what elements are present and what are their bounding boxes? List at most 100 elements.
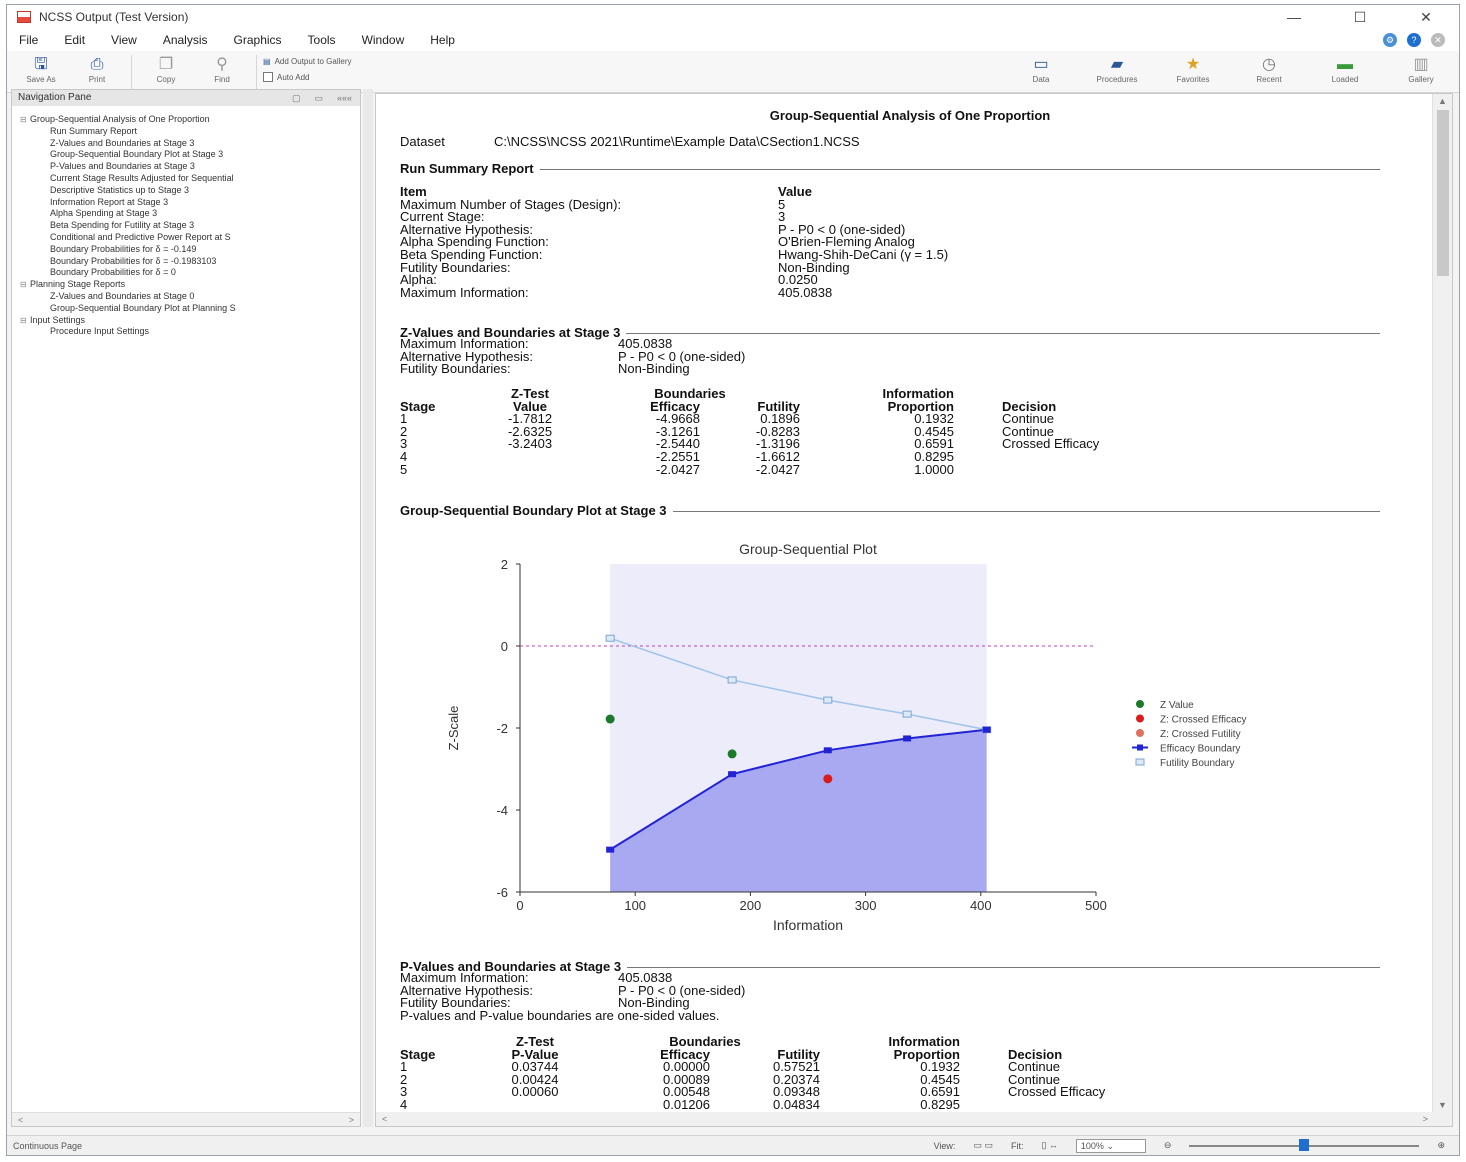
menu-file[interactable]: File bbox=[19, 33, 39, 47]
nav-tree-item[interactable]: ⊟ Planning Stage Reports bbox=[20, 279, 360, 291]
settings-icon[interactable]: ⚙ bbox=[1383, 33, 1397, 47]
table-row: 3 -3.2403 -2.5440 -1.3196 0.6591 Crossed Effi… bbox=[400, 438, 1174, 451]
expand-toggle-icon[interactable]: ⊟ bbox=[20, 280, 27, 290]
nav-tree-item[interactable]: Conditional and Predictive Power Report … bbox=[20, 232, 360, 244]
table-cell bbox=[480, 464, 580, 477]
info-row: Futility Boundaries: Non-Binding bbox=[400, 996, 745, 1010]
table-cell: 1 bbox=[400, 1059, 408, 1075]
zoom-select[interactable]: 100% ⌄ bbox=[1075, 1138, 1146, 1153]
nav-tree-item[interactable]: P-Values and Boundaries at Stage 3 bbox=[20, 161, 360, 173]
nav-horizontal-scrollbar[interactable]: < > bbox=[12, 1112, 360, 1126]
gallery-button[interactable]: ▥ Gallery bbox=[1383, 55, 1459, 84]
menu-graphics[interactable]: Graphics bbox=[233, 33, 282, 47]
nav-tree-item[interactable]: Boundary Probabilities for δ = 0 bbox=[20, 267, 360, 279]
navigation-pane: Navigation Pane ▢ ▭ ««« ⊟ Group-Sequential … bbox=[11, 89, 361, 1127]
nav-tree-item[interactable]: Descriptive Statistics up to Stage 3 bbox=[20, 185, 360, 197]
scroll-right-icon[interactable]: > bbox=[1422, 1114, 1428, 1124]
info-row: Maximum Information: 405.0838 bbox=[400, 337, 745, 351]
find-button[interactable]: ⚲ Find bbox=[194, 55, 250, 84]
pin-icon[interactable]: ▢ bbox=[291, 93, 301, 103]
add-output-to-gallery-button[interactable]: ▤ Add Output to Gallery bbox=[263, 57, 352, 66]
row-label: Alternative Hypothesis: bbox=[400, 221, 533, 237]
nav-tree-item[interactable]: Current Stage Results Adjusted for Seque… bbox=[20, 173, 360, 185]
column-group-header: Boundaries bbox=[590, 1035, 820, 1049]
save-as-label: Save As bbox=[26, 75, 56, 84]
restore-icon[interactable]: ▭ bbox=[314, 93, 323, 103]
print-button[interactable]: ⎙ Print bbox=[69, 55, 125, 84]
nav-tree-item[interactable]: Boundary Probabilities for δ = -0.198310… bbox=[20, 256, 360, 268]
efficacy-point bbox=[728, 771, 737, 778]
maximize-button[interactable]: ☐ bbox=[1353, 9, 1367, 25]
nav-tree-item[interactable]: Z-Values and Boundaries at Stage 0 bbox=[20, 291, 360, 303]
y-axis-label: Z-Scale bbox=[446, 706, 461, 751]
loaded-button[interactable]: ▬ Loaded bbox=[1307, 55, 1383, 84]
table-row: 3 0.00060 0.00548 0.09348 0.6591 Crossed Effi… bbox=[400, 1086, 1180, 1099]
table-cell: 0.20374 bbox=[773, 1071, 820, 1087]
scroll-thumb[interactable] bbox=[1437, 110, 1449, 276]
nav-tree-item-label: Beta Spending for Futility at Stage 3 bbox=[50, 220, 195, 231]
copy-button[interactable]: ❐ Copy bbox=[138, 55, 194, 84]
scroll-left-icon[interactable]: < bbox=[18, 1115, 24, 1125]
collapse-pane-icon[interactable]: ««« bbox=[336, 93, 352, 103]
title-bar: NCSS Output (Test Version) — ☐ ✕ bbox=[7, 5, 1459, 29]
menu-help[interactable]: Help bbox=[430, 33, 455, 47]
menu-analysis[interactable]: Analysis bbox=[162, 33, 208, 47]
nav-tree-item[interactable]: Alpha Spending at Stage 3 bbox=[20, 208, 360, 220]
x-tick-label: 0 bbox=[516, 898, 523, 913]
nav-tree-item[interactable]: Boundary Probabilities for δ = -0.149 bbox=[20, 244, 360, 256]
nav-tree-item-label: Information Report at Stage 3 bbox=[50, 196, 169, 207]
navigation-pane-title: Navigation Pane bbox=[18, 92, 92, 103]
table-cell: -3.1261 bbox=[655, 423, 700, 439]
nav-tree-item[interactable]: Run Summary Report bbox=[20, 126, 360, 138]
nav-tree-item[interactable]: Group-Sequential Boundary Plot at Stage … bbox=[20, 149, 360, 161]
table-row: Beta Spending Function: Hwang-Shih-DeCani… bbox=[400, 248, 948, 262]
table-cell: -1.3196 bbox=[755, 436, 800, 452]
zoom-slider-knob[interactable] bbox=[1299, 1138, 1310, 1151]
fit-page-icon[interactable]: ▯ ↔ bbox=[1041, 1140, 1058, 1150]
auto-add-checkbox[interactable]: Auto Add bbox=[263, 72, 352, 82]
nav-tree-item[interactable]: Procedure Input Settings bbox=[20, 326, 360, 338]
single-page-view-icon[interactable]: ▭ ▭ bbox=[973, 1140, 993, 1150]
zoom-in-icon[interactable]: ⊕ bbox=[1437, 1140, 1445, 1150]
efficacy-point bbox=[903, 735, 912, 742]
close-doc-icon[interactable]: ✕ bbox=[1431, 33, 1445, 47]
nav-tree-item[interactable]: ⊟ Group-Sequential Analysis of One Propor… bbox=[20, 114, 360, 126]
nav-tree-item[interactable]: Information Report at Stage 3 bbox=[20, 197, 360, 209]
help-icon[interactable]: ? bbox=[1407, 33, 1421, 47]
menu-edit[interactable]: Edit bbox=[64, 33, 86, 47]
scroll-up-icon[interactable]: ▲ bbox=[1438, 96, 1447, 106]
horizontal-scrollbar[interactable]: < > bbox=[376, 1112, 1434, 1126]
vertical-scrollbar[interactable]: ▲ ▼ bbox=[1432, 94, 1452, 1126]
zoom-out-icon[interactable]: ⊖ bbox=[1163, 1140, 1172, 1150]
menu-window[interactable]: Window bbox=[361, 33, 405, 47]
info-value: P - P0 < 0 (one-sided) bbox=[618, 982, 746, 998]
nav-tree-item[interactable]: Group-Sequential Boundary Plot at Planni… bbox=[20, 303, 360, 315]
efficacy-point bbox=[606, 846, 615, 853]
expand-toggle-icon[interactable]: ⊟ bbox=[20, 315, 27, 325]
favorites-label: Favorites bbox=[1176, 75, 1210, 84]
scroll-left-icon[interactable]: < bbox=[382, 1114, 388, 1124]
procedures-button[interactable]: ▰ Procedures bbox=[1079, 55, 1155, 84]
nav-tree-item[interactable]: Beta Spending for Futility at Stage 3 bbox=[20, 220, 360, 232]
x-axis-label: Information bbox=[773, 917, 843, 933]
pane-splitter[interactable] bbox=[363, 89, 373, 1127]
menu-tools[interactable]: Tools bbox=[307, 33, 336, 47]
scroll-down-icon[interactable]: ▼ bbox=[1438, 1100, 1447, 1110]
save-as-button[interactable]: 🖫 Save As bbox=[13, 55, 69, 84]
menu-view[interactable]: View bbox=[111, 33, 137, 47]
y-tick-label: -2 bbox=[496, 721, 508, 736]
expand-toggle-icon[interactable]: ⊟ bbox=[20, 115, 27, 124]
nav-tree-item[interactable]: Z-Values and Boundaries at Stage 3 bbox=[20, 138, 360, 150]
nav-tree-item[interactable]: ⊟ Input Settings bbox=[20, 315, 360, 327]
z-value-point bbox=[823, 774, 833, 784]
scroll-right-icon[interactable]: > bbox=[348, 1115, 354, 1125]
minimize-button[interactable]: — bbox=[1287, 9, 1301, 25]
zoom-slider[interactable] bbox=[1189, 1138, 1420, 1151]
data-button[interactable]: ▭ Data bbox=[1003, 55, 1079, 84]
recent-button[interactable]: ◷ Recent bbox=[1231, 55, 1307, 84]
close-button[interactable]: ✕ bbox=[1420, 9, 1432, 25]
efficacy-point bbox=[982, 726, 991, 733]
table-cell: 0.1932 bbox=[920, 1059, 960, 1075]
table-cell: 1 bbox=[400, 411, 408, 427]
favorites-button[interactable]: ★ Favorites bbox=[1155, 55, 1231, 84]
